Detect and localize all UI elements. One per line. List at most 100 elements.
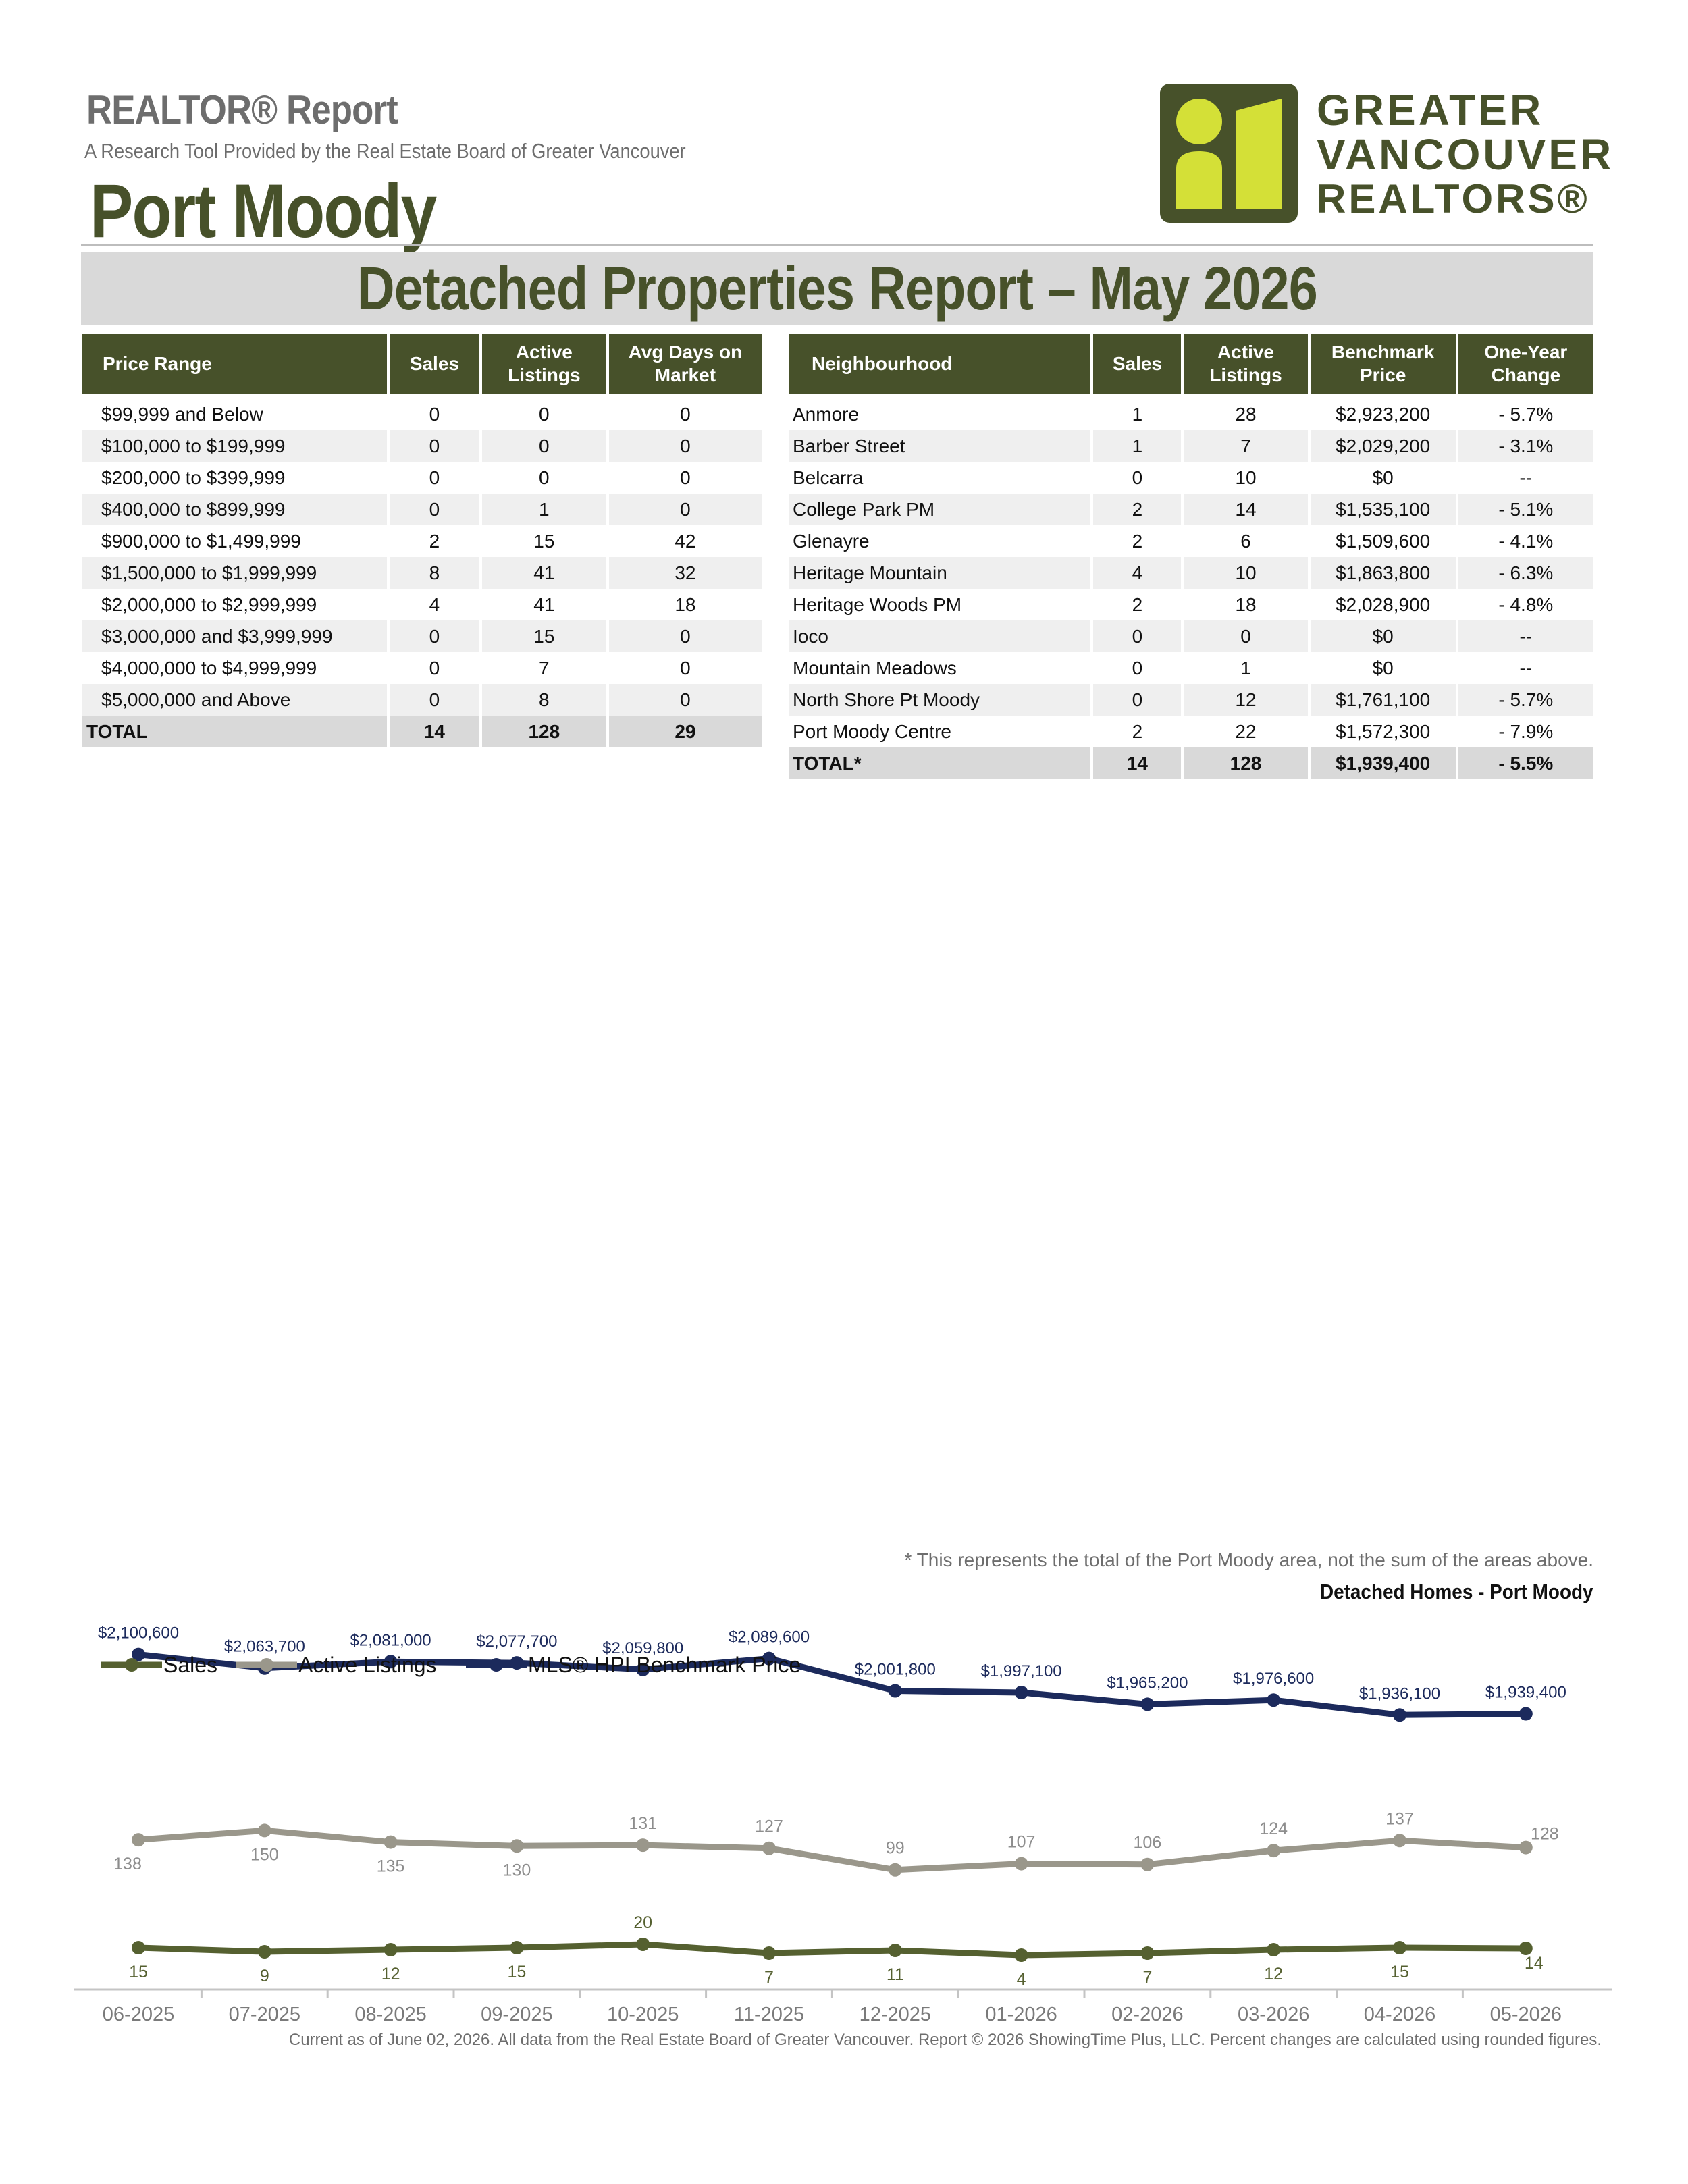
table-cell: - 7.9% (1498, 720, 1554, 742)
table-cell: 1 (1093, 430, 1182, 462)
table-row: Ioco 0 0 $0 -- (789, 620, 1593, 652)
report-banner: Detached Properties Report – May 2026 (81, 252, 1593, 325)
data-label: 127 (755, 1817, 783, 1836)
x-tick-label: 05-2026 (1490, 2004, 1562, 2025)
data-label: $2,063,700 (224, 1638, 305, 1656)
table-cell: 0 (608, 684, 762, 716)
table-cell: 42 (675, 530, 696, 552)
table-cell: 2 (1093, 494, 1182, 525)
data-label: 11 (887, 1965, 904, 1984)
table-cell: 128 (481, 716, 606, 747)
x-tick-label: 08-2025 (354, 2004, 426, 2025)
table-cell: 0 (481, 430, 606, 462)
data-point (888, 1863, 902, 1877)
table-cell: 0 (680, 403, 691, 425)
table-cell: $1,535,100 (1310, 494, 1456, 525)
table-cell: - 5.7% (1498, 403, 1554, 425)
table-cell: - 5.5% (1458, 747, 1593, 779)
data-point (1519, 1707, 1533, 1721)
table-row: $400,000 to $899,999 0 1 0 (82, 494, 762, 525)
table-cell: $0 (1372, 467, 1394, 488)
table-cell: 10 (1184, 557, 1308, 589)
data-point (1519, 1840, 1533, 1855)
row-label: $400,000 to $899,999 (82, 494, 387, 525)
table-header-row: Price Range Sales Active Listings Avg Da… (82, 334, 762, 398)
data-label: 128 (1531, 1825, 1559, 1844)
table-cell: 7 (539, 657, 550, 678)
table-cell: - 4.8% (1498, 593, 1554, 615)
row-label: TOTAL (82, 716, 387, 747)
row-label: Heritage Mountain (789, 557, 1091, 589)
data-label: 137 (1386, 1809, 1414, 1828)
table-cell: 0 (1093, 620, 1182, 652)
data-label: 15 (507, 1963, 526, 1981)
table-cell: -- (1519, 657, 1533, 678)
data-point (257, 1945, 271, 1959)
data-label: $2,001,800 (855, 1660, 936, 1678)
data-point (384, 1655, 398, 1669)
table-cell: 0 (429, 467, 440, 488)
table-row: College Park PM 2 14 $1,535,100- 5.1% (789, 494, 1593, 525)
data-point (888, 1684, 902, 1698)
data-label: 107 (1007, 1833, 1036, 1852)
x-tick-label: 02-2026 (1111, 2004, 1183, 2025)
series-line (138, 1651, 1526, 1718)
table-row: Heritage Mountain 4 10 $1,863,800- 6.3% (789, 557, 1593, 589)
data-label: 20 (633, 1913, 652, 1932)
table-row: $200,000 to $399,999 0 0 0 (82, 462, 762, 494)
table-cell: 0 (608, 494, 762, 525)
table-cell: 4 (1093, 557, 1182, 589)
table-cell: $1,939,400 (1310, 747, 1456, 779)
table-cell: 8 (389, 557, 479, 589)
table-cell: $1,761,100 (1310, 684, 1456, 716)
row-label: College Park PM (789, 494, 1091, 525)
table-row: $5,000,000 and Above 0 8 0 (82, 684, 762, 716)
data-point (384, 1835, 398, 1849)
data-label: 135 (377, 1857, 405, 1876)
table-cell: 0 (429, 403, 440, 425)
table-cell: 128 (1184, 747, 1308, 779)
table-cell: 0 (539, 403, 550, 425)
total-footnote: * This represents the total of the Port … (904, 1549, 1593, 1570)
table-cell: 2 (1132, 530, 1143, 552)
data-label: $1,936,100 (1359, 1684, 1440, 1703)
data-label: $1,939,400 (1485, 1684, 1566, 1702)
table-cell: $2,923,200 (1336, 403, 1431, 425)
table-row: $4,000,000 to $4,999,999 0 7 0 (82, 652, 762, 684)
table-cell: $0 (1310, 620, 1456, 652)
legend-marker (490, 1658, 503, 1672)
data-point (384, 1943, 398, 1956)
data-label: $2,089,600 (729, 1628, 810, 1647)
data-label: 12 (381, 1965, 400, 1983)
table-cell: 0 (1093, 684, 1182, 716)
row-label: $4,000,000 to $4,999,999 (101, 657, 317, 678)
data-label: $1,965,200 (1107, 1674, 1188, 1692)
col-header: Price Range (82, 334, 387, 398)
table-cell: -- (1519, 467, 1533, 488)
banner-title: Detached Properties Report – May 2026 (357, 255, 1318, 323)
data-label: $2,100,600 (98, 1624, 179, 1643)
row-label: $200,000 to $399,999 (101, 467, 286, 488)
table-cell: 0 (429, 657, 440, 678)
data-point (132, 1833, 145, 1847)
table-row: $900,000 to $1,499,999 2 15 42 (82, 525, 762, 557)
data-point (1140, 1697, 1155, 1711)
table-cell: $1,863,800 (1310, 557, 1456, 589)
data-point (510, 1941, 524, 1954)
legend-marker (260, 1658, 273, 1672)
table-cell: 1 (481, 494, 606, 525)
table-cell: 14 (1184, 494, 1308, 525)
table-row: $99,999 and Below 0 0 0 (82, 398, 762, 430)
x-tick-label: 01-2026 (985, 2004, 1057, 2025)
table-cell: $2,028,900 (1336, 593, 1431, 615)
row-label: $3,000,000 and $3,999,999 (82, 620, 387, 652)
series-line (138, 1941, 1526, 1959)
report-kicker: REALTOR® Report (86, 87, 398, 132)
table-cell: - 3.1% (1458, 430, 1593, 462)
gvr-logo: GREATER VANCOUVER REALTORS® (1160, 84, 1611, 225)
table-cell: 10 (1235, 467, 1257, 488)
table-cell: 0 (389, 684, 479, 716)
data-label: $1,997,100 (981, 1662, 1062, 1680)
table-row: Barber Street 1 7 $2,029,200- 3.1% (789, 430, 1593, 462)
table-cell: 28 (1235, 403, 1257, 425)
